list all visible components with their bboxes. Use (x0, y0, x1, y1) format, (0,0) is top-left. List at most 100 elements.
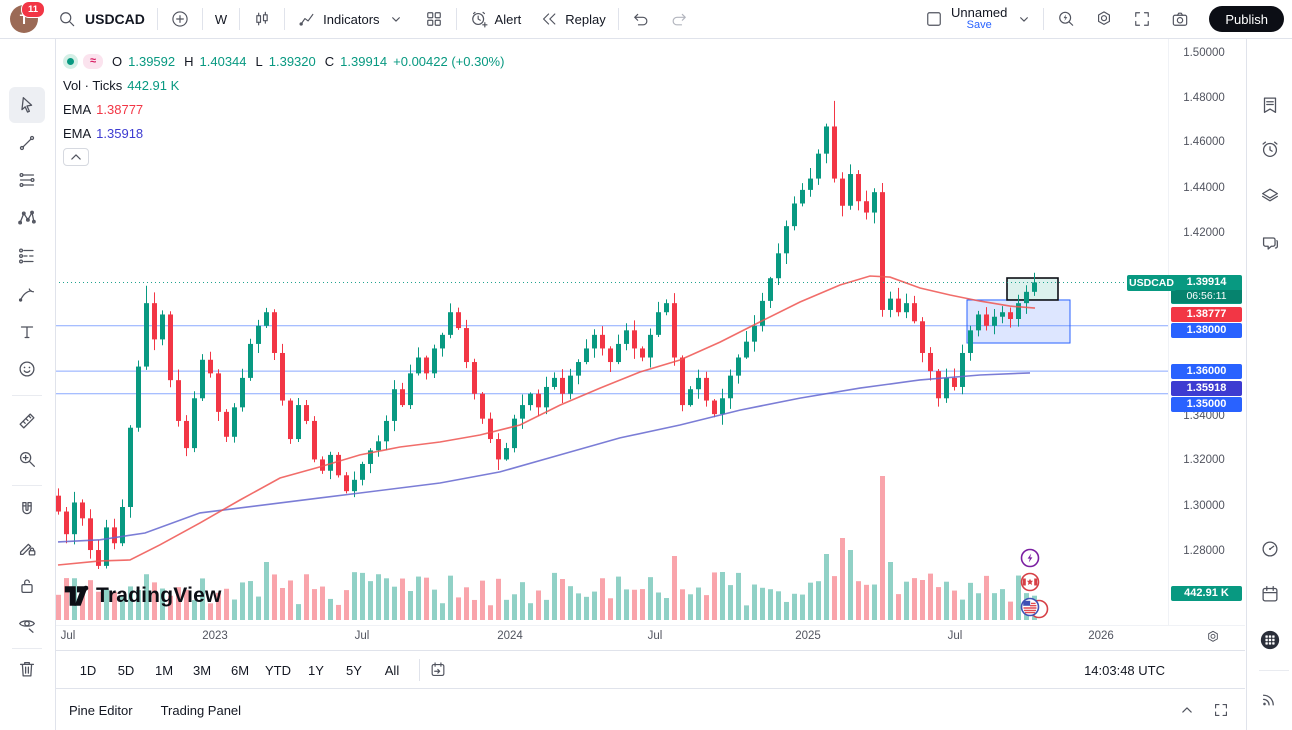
ema-slow-line[interactable] (57, 372, 1031, 543)
divider (239, 8, 241, 30)
ema-fast-line[interactable] (57, 275, 1036, 566)
legend-volume-row[interactable]: Vol · Ticks 442.91 K (63, 73, 504, 97)
tab-pine-editor[interactable]: Pine Editor (69, 702, 133, 718)
tool-magnet-button[interactable] (9, 492, 45, 528)
legend-ema1-row[interactable]: EMA 1.38777 (63, 97, 504, 121)
utc-clock[interactable]: 14:03:48 UTC (1084, 662, 1165, 678)
range-button-1m[interactable]: 1M (154, 662, 174, 678)
snapshot-button[interactable] (1161, 4, 1199, 34)
text-icon (16, 321, 38, 343)
compare-add-button[interactable] (161, 4, 199, 34)
drawing-toolbar (0, 38, 56, 730)
tool-trash-button[interactable] (9, 651, 45, 687)
us-flag-marker[interactable] (1020, 597, 1049, 619)
divider (1259, 670, 1289, 671)
publish-button[interactable]: Publish (1209, 6, 1284, 32)
camera-icon (1170, 9, 1190, 29)
panel-gauge-button[interactable] (1252, 531, 1288, 567)
expand-panel-icon[interactable] (1177, 700, 1197, 720)
replay-button[interactable]: Replay (530, 4, 614, 34)
tool-ruler-button[interactable] (9, 403, 45, 439)
panel-watchlist-button[interactable] (1252, 87, 1288, 123)
tool-text-button[interactable] (9, 314, 45, 350)
tool-cursor-button[interactable] (9, 87, 45, 123)
panel-help-button[interactable]: ? (1252, 725, 1288, 730)
low-letter: L (255, 53, 263, 69)
legend-collapse-button[interactable] (63, 148, 89, 166)
tradingview-logo-icon (64, 585, 89, 606)
chart-canvas[interactable] (55, 38, 1168, 625)
indicator-templates-button[interactable] (415, 4, 453, 34)
panel-calendar-button[interactable] (1252, 576, 1288, 612)
tool-lock-all-button[interactable] (9, 568, 45, 604)
broadcast-icon (1259, 687, 1281, 709)
range-button-1y[interactable]: 1Y (308, 662, 324, 678)
quick-search-button[interactable] (1047, 4, 1085, 34)
tool-zoom-in-button[interactable] (9, 441, 45, 477)
indicators-label: Indicators (323, 11, 380, 27)
range-button-1d[interactable]: 1D (79, 662, 97, 678)
go-to-date-icon[interactable] (428, 660, 448, 680)
indicators-button[interactable]: Indicators (288, 4, 414, 34)
watermark-text: TradingView (96, 584, 222, 607)
tool-hide-all-button[interactable] (9, 606, 45, 642)
range-button-3m[interactable]: 3M (192, 662, 212, 678)
time-tick: 2025 (795, 630, 821, 642)
maximize-panel-icon[interactable] (1211, 700, 1231, 720)
chevron-down-icon[interactable] (386, 9, 406, 29)
price-tick: 1.28000 (1183, 545, 1225, 557)
axis-settings-gear-icon[interactable] (1205, 629, 1221, 645)
cursor-icon (16, 94, 38, 116)
drawing-mode-icon (16, 537, 38, 559)
divider (201, 8, 203, 30)
alert-button[interactable]: Alert (460, 4, 531, 34)
level-1-price-label: 1.38000 (1171, 323, 1242, 338)
interval-button[interactable]: W (206, 4, 236, 34)
volume-bars (56, 476, 1037, 620)
symbol-search-button[interactable]: USDCAD (48, 4, 154, 34)
delayed-data-icon[interactable]: ≈ (83, 53, 103, 69)
tool-drawing-mode-button[interactable] (9, 530, 45, 566)
tool-forecast-button[interactable] (9, 238, 45, 274)
panel-apps-button[interactable] (1252, 622, 1288, 658)
tab-trading-panel[interactable]: Trading Panel (160, 702, 242, 718)
legend-ema2-row[interactable]: EMA 1.35918 (63, 121, 504, 145)
canada-flag-marker[interactable] (1020, 572, 1040, 592)
range-button-5y[interactable]: 5Y (346, 662, 362, 678)
quick-search-icon (1056, 9, 1076, 29)
layout-square-icon (924, 9, 944, 29)
zoom-in-icon (16, 448, 38, 470)
tool-emoji-button[interactable] (9, 351, 45, 387)
data-mode-icon[interactable] (63, 53, 78, 69)
divider (1043, 8, 1045, 30)
tool-trend-line-button[interactable] (9, 125, 45, 161)
user-avatar[interactable]: T 11 (10, 1, 45, 33)
time-axis[interactable]: Jul 2023 Jul 2024 Jul 2025 Jul 2026 (55, 625, 1245, 651)
range-button-6m[interactable]: 6M (230, 662, 250, 678)
chart-style-button[interactable] (243, 4, 281, 34)
time-tick: Jul (947, 630, 963, 642)
legend-ohlc-row[interactable]: ≈ O 1.39592 H 1.40344 L 1.39320 C 1.39914 +0… (63, 49, 504, 73)
panel-chat-button[interactable] (1252, 225, 1288, 261)
save-link[interactable]: Save (966, 19, 992, 32)
high-letter: H (184, 53, 194, 69)
fullscreen-button[interactable] (1123, 4, 1161, 34)
panel-broadcast-button[interactable] (1252, 680, 1288, 716)
undo-button[interactable] (622, 4, 660, 34)
panel-layers-button[interactable] (1252, 177, 1288, 213)
range-button-5d[interactable]: 5D (117, 662, 135, 678)
tool-brush-button[interactable] (9, 277, 45, 313)
tool-fib-retracement-button[interactable] (9, 162, 45, 198)
range-button-all[interactable]: All (384, 662, 400, 678)
panel-alarm-button[interactable] (1252, 131, 1288, 167)
range-button-ytd[interactable]: YTD (265, 662, 291, 678)
settings-button[interactable] (1085, 4, 1123, 34)
redo-button[interactable] (660, 4, 698, 34)
open-letter: O (112, 53, 123, 69)
economic-event-marker[interactable] (1020, 548, 1040, 568)
layout-widget[interactable]: Unnamed Save (918, 6, 1040, 31)
chevron-down-icon[interactable] (1014, 9, 1034, 29)
tool-xabcd-pattern-button[interactable] (9, 200, 45, 236)
price-axis[interactable]: 1.50000 1.48000 1.46000 1.44000 1.42000 1.340… (1168, 38, 1246, 625)
